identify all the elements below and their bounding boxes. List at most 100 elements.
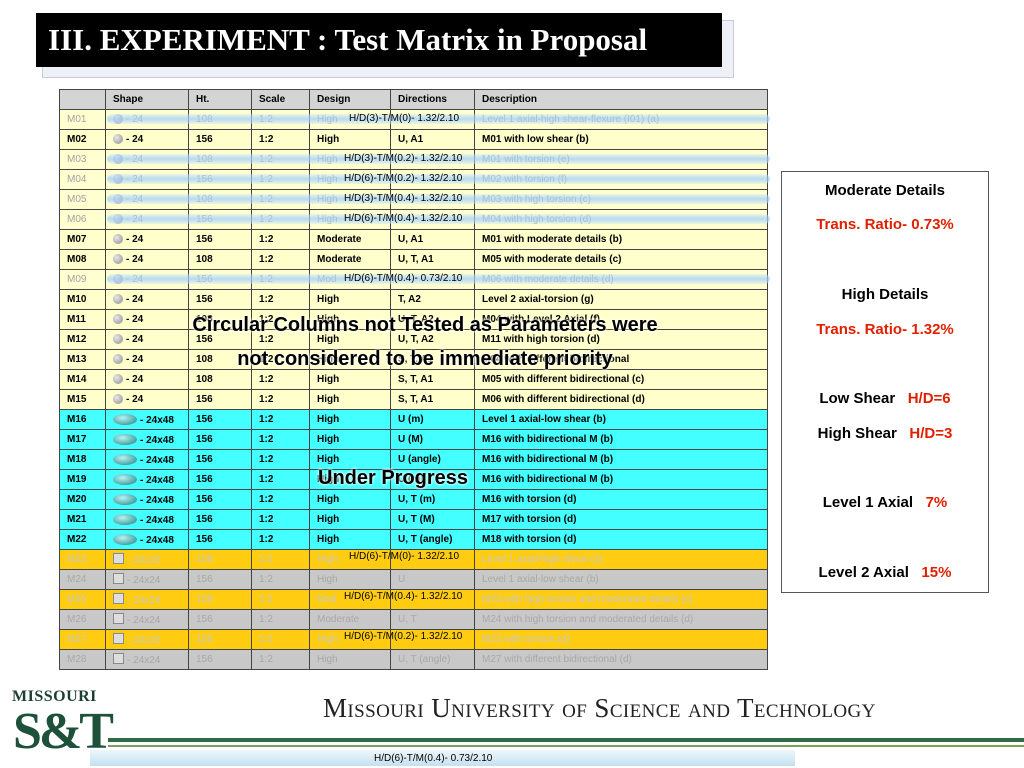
university-name: Missouri University of Science and Techn… <box>323 693 876 723</box>
cell-design: High <box>309 129 391 150</box>
shape-size-label: - 24 <box>126 234 144 245</box>
cell-specimen-id: M16 <box>59 409 106 430</box>
cell-height: 156 <box>188 569 252 590</box>
cell-shape: - 24x24 <box>105 649 189 670</box>
cell-specimen-id: M12 <box>59 329 106 350</box>
cell-specimen-id: M22 <box>59 529 106 550</box>
level2-axial-line: Level 2 Axial 15% <box>782 564 988 581</box>
cell-height: 108 <box>188 589 252 610</box>
band-label: H/D(3)-T/M(0.4)- 1.32/2.10 <box>344 193 463 204</box>
cell-specimen-id: M15 <box>59 389 106 410</box>
cell-directions: U, T, A2 <box>390 309 475 330</box>
cell-description: M16 with bidirectional M (b) <box>474 449 768 470</box>
cell-directions: S, T, A1 <box>390 389 475 410</box>
circle-section-icon <box>113 374 123 384</box>
cell-directions: U, T (m) <box>390 489 475 510</box>
cell-scale: 1:2 <box>251 609 310 630</box>
circle-section-icon <box>113 254 123 264</box>
cell-specimen-id: M11 <box>59 309 106 330</box>
cell-description: Level 1 axial-low shear (b) <box>474 569 768 590</box>
shape-size-label: - 24x24 <box>127 595 161 606</box>
low-shear-line: Low Shear H/D=6 <box>782 390 988 407</box>
cell-design: High <box>309 469 391 490</box>
square-section-icon <box>113 613 124 624</box>
circle-section-icon <box>113 294 123 304</box>
shape-size-label: - 24 <box>126 394 144 405</box>
circle-section-icon <box>113 234 123 244</box>
cell-specimen-id: M03 <box>59 149 106 170</box>
moderate-trans-ratio: Trans. Ratio- 0.73% <box>816 216 954 233</box>
table-row: M12- 24 156 1:2 High U, T, A2 M11 with high t… <box>59 329 768 350</box>
cell-description: M23 with high torsion and moderated deta… <box>474 589 768 610</box>
highlight-band <box>107 174 770 184</box>
band-label: H/D(6)-T/M(0.2)- 1.32/2.10 <box>344 631 463 642</box>
cell-specimen-id: M13 <box>59 349 106 370</box>
table-row: M10 - 24 156 1:2 High T, A2 Level 2 axial-tors… <box>59 289 768 310</box>
shape-size-label: - 24x48 <box>140 474 174 486</box>
logo-missouri-text: MISSOURI <box>12 688 97 705</box>
cell-specimen-id: M18 <box>59 449 106 470</box>
band-label: H/D(6)-T/M(0.4)- 0.73/2.10 <box>344 273 463 284</box>
cell-scale: 1:2 <box>251 289 310 310</box>
cell-specimen-id: M17 <box>59 429 106 450</box>
cell-shape: - 24x48 <box>105 469 189 490</box>
cell-shape: - 24x24 <box>105 569 189 590</box>
cell-specimen-id: M28 <box>59 649 106 670</box>
header-shape: Shape <box>105 89 189 110</box>
cell-scale: 1:2 <box>251 389 310 410</box>
cell-shape: - 24 <box>105 329 189 350</box>
cell-specimen-id: M24 <box>59 569 106 590</box>
cell-directions: U, T (angle) <box>390 529 475 550</box>
cell-shape: - 24x24 <box>105 629 189 650</box>
cell-directions: U, T <box>390 609 475 630</box>
table-row: M23 - 24x24 108 1:2 High Level 1 axial-high s… <box>59 549 768 570</box>
cell-directions: U (M) <box>390 429 475 450</box>
cell-height: 108 <box>188 369 252 390</box>
cell-height: 156 <box>188 429 252 450</box>
band-label: H/D(6)-T/M(0.4)- 1.32/2.10 <box>344 591 463 602</box>
header-id <box>59 89 106 110</box>
cell-specimen-id: M21 <box>59 509 106 530</box>
cell-design: High <box>309 649 391 670</box>
cell-scale: 1:2 <box>251 469 310 490</box>
footer-divider-dark <box>108 738 1024 742</box>
shape-size-label: - 24x48 <box>140 494 174 506</box>
cell-directions <box>390 549 475 570</box>
cell-design: Mod <box>309 589 391 610</box>
square-section-icon <box>113 593 124 604</box>
cell-scale: 1:2 <box>251 489 310 510</box>
shape-size-label: - 24x24 <box>127 575 161 586</box>
cell-description: M05 with moderate details (c) <box>474 249 768 270</box>
shape-size-label: - 24 <box>126 314 144 325</box>
cell-specimen-id: M19 <box>59 469 106 490</box>
cell-specimen-id: M23 <box>59 549 106 570</box>
cell-description: M27 with different bidirectional (d) <box>474 649 768 670</box>
cell-height: 156 <box>188 649 252 670</box>
cell-scale: 1:2 <box>251 229 310 250</box>
cell-specimen-id: M27 <box>59 629 106 650</box>
header-design: Design <box>309 89 391 110</box>
cell-height: 156 <box>188 229 252 250</box>
cell-directions: U, A1 <box>390 229 475 250</box>
cell-design: High <box>309 489 391 510</box>
cell-shape: - 24x24 <box>105 549 189 570</box>
cell-shape: - 24x48 <box>105 489 189 510</box>
cell-shape: - 24 <box>105 249 189 270</box>
table-row: M24 - 24x24 156 1:2 High U Level 1 axial-low s… <box>59 569 768 590</box>
highlight-band <box>107 274 770 284</box>
table-row: M19 - 24x48 156 1:2 High U (m) M16 with bidire… <box>59 469 768 490</box>
shape-size-label: - 24x24 <box>127 655 161 666</box>
cell-specimen-id: M14 <box>59 369 106 390</box>
square-section-icon <box>113 573 124 584</box>
level1-axial-value: 7% <box>925 494 948 511</box>
cell-scale: 1:2 <box>251 569 310 590</box>
cell-description: M05 with different bidirectional (c) <box>474 369 768 390</box>
cell-design: High <box>309 429 391 450</box>
cell-shape: - 24x24 <box>105 589 189 610</box>
table-row: M20 - 24x48 156 1:2 High U, T (m) M16 with tor… <box>59 489 768 510</box>
table-row: M07 - 24 156 1:2 Moderate U, A1 M01 with moder… <box>59 229 768 250</box>
cell-design: High <box>309 369 391 390</box>
ellipse-section-icon <box>113 413 137 425</box>
high-details-title: High Details <box>841 286 929 303</box>
table-row: M21 - 24x48 156 1:2 High U, T (M) M17 with tor… <box>59 509 768 530</box>
